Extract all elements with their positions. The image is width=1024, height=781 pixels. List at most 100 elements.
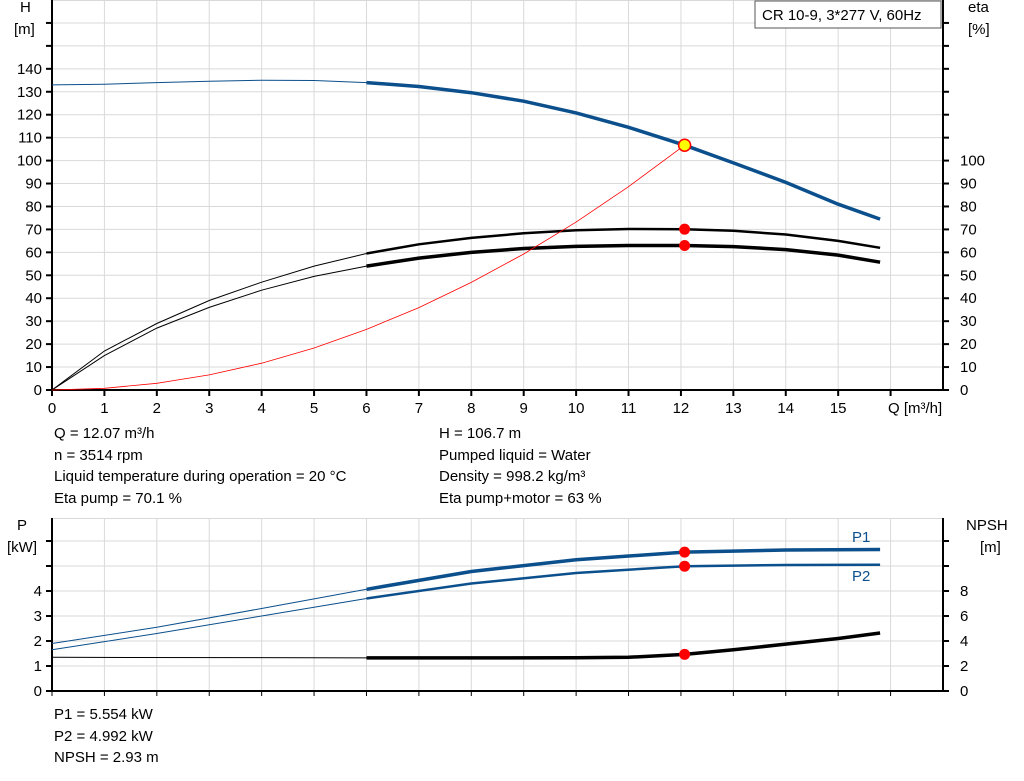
series-h-line [366,80,881,221]
y2-axis-label: NPSH [966,517,1008,534]
y2-tick-label: 10 [960,359,977,376]
duty-point [677,138,692,152]
series-eta-pump-line-extrapolated [51,253,367,391]
series-h-line-extrapolated [51,79,367,86]
series-p2-line-extrapolated [51,598,367,651]
x-tick-label: 10 [568,400,585,417]
x-tick-label: 7 [415,400,423,417]
y-tick-label: 70 [25,221,42,238]
duty-point [679,648,691,660]
duty-point [679,223,691,235]
y-tick-label: 1 [34,658,42,675]
series-npsh-line [366,631,881,660]
title-box [754,0,942,29]
x-tick-label: 6 [362,400,370,417]
eta-pump-readout: Eta pump = 70.1 % [54,489,182,507]
y2-tick-label: 8 [960,583,968,600]
y-axis-label: P [17,517,27,534]
y-tick-label: 20 [25,336,42,353]
y2-tick-label: 60 [960,244,977,261]
y2-axis-unit: [%] [968,21,990,38]
temperature-readout: Liquid temperature during operation = 20… [54,468,347,485]
y2-tick-label: 2 [960,658,968,675]
p1-readout: P1 = 5.554 kW [54,706,153,723]
y-tick-label: 10 [25,359,42,376]
head-readout: H = 106.7 m [439,425,522,442]
series-p1-line-extrapolated [51,588,367,644]
duty-point [679,239,691,251]
y-tick-label: 40 [25,290,42,307]
y2-tick-label: 30 [960,313,977,330]
series-eta-total-line-extrapolated [51,265,367,391]
x-tick-label: 13 [725,400,742,417]
y-tick-label: 80 [25,198,42,215]
eta-total-readout: Eta pump+motor = 63 % [439,489,602,507]
series-p1-line [366,547,881,592]
y2-tick-label: 0 [960,683,968,700]
flow-readout: Q = 12.07 m³/h [54,425,155,442]
y-tick-label: 60 [25,244,42,261]
npsh-readout: NPSH = 2.93 m [54,749,159,766]
density-readout: Density = 998.2 kg/m³ [439,468,586,485]
x-tick-label: 1 [100,400,108,417]
x-tick-label: 3 [205,400,213,417]
y2-tick-label: 6 [960,608,968,625]
liquid-readout: Pumped liquid = Water [439,446,591,464]
series-system-line [51,144,685,391]
duty-point [679,546,691,558]
x-tick-label: 4 [257,400,265,417]
y-tick-label: 0 [34,683,42,700]
series-npsh-line-extrapolated [51,656,367,659]
x-tick-label: 2 [153,400,161,417]
y-tick-label: 130 [17,84,42,101]
y-tick-label: 0 [34,382,42,399]
y-tick-label: 110 [18,130,42,147]
y2-tick-label: 20 [960,336,977,353]
y2-tick-label: 70 [960,221,977,238]
y2-tick-label: 90 [960,176,977,193]
y2-tick-label: 80 [960,198,977,215]
y-tick-label: 100 [17,153,42,170]
x-tick-label: 15 [830,400,847,417]
x-tick-label: 12 [673,400,690,417]
y-tick-label: 50 [25,267,42,284]
series-eta-total-line [366,243,881,268]
info-top-left: Q = 12.07 m³/h n = 3514 rpm Liquid tempe… [54,423,346,509]
y-tick-label: 90 [25,176,42,193]
y2-axis-unit: [m] [980,539,1001,556]
y-axis-unit: [m] [14,21,35,38]
series-label-p1: P1 [852,529,870,546]
y2-tick-label: 50 [960,267,977,284]
y-tick-label: 140 [17,61,42,78]
info-bottom: P1 = 5.554 kW P2 = 4.992 kW NPSH = 2.93 … [54,704,159,769]
y2-tick-label: 0 [960,382,968,399]
y2-axis-label: eta [968,0,990,16]
x-axis-label: Q [m³/h] [888,400,942,417]
x-tick-label: 5 [310,400,318,417]
x-tick-label: 9 [520,400,528,417]
y-tick-label: 120 [17,107,42,124]
series-label-p2: P2 [852,568,870,585]
y2-tick-label: 4 [960,633,968,650]
y-tick-label: 3 [34,608,42,625]
y2-tick-label: 40 [960,290,977,307]
x-tick-label: 8 [467,400,475,417]
y-tick-label: 4 [34,583,42,600]
y-tick-label: 2 [34,633,42,650]
p2-readout: P2 = 4.992 kW [54,727,153,745]
duty-point [679,560,691,572]
x-tick-label: 0 [48,400,56,417]
info-top-right: H = 106.7 m Pumped liquid = Water Densit… [439,423,602,509]
y-axis-label: H [20,0,31,16]
speed-readout: n = 3514 rpm [54,446,143,464]
y2-tick-label: 100 [960,153,985,170]
series-eta-pump-line [366,227,881,255]
x-tick-label: 11 [621,400,637,417]
y-tick-label: 30 [25,313,42,330]
y-axis-unit: [kW] [7,539,37,556]
chart-title: CR 10-9, 3*277 V, 60Hz [762,7,922,24]
x-tick-label: 14 [777,400,794,417]
series-p2-line [366,563,881,600]
